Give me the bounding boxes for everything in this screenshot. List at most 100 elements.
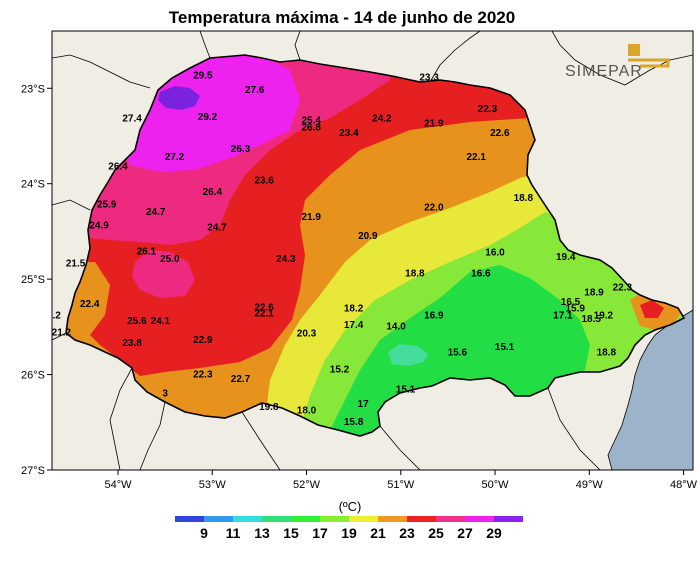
zone-red-coast bbox=[640, 300, 664, 318]
station-value: 18.2 bbox=[344, 304, 364, 315]
station-value: 16.9 bbox=[424, 310, 444, 321]
station-value: 18.8 bbox=[514, 193, 534, 204]
station-value: 25.0 bbox=[160, 254, 180, 265]
station-value: 21.9 bbox=[301, 212, 321, 223]
station-value: 20.3 bbox=[297, 328, 317, 339]
station-value: 15.6 bbox=[448, 348, 468, 359]
station-value: 19.2 bbox=[594, 310, 614, 321]
station-value: 22.9 bbox=[193, 335, 213, 346]
station-value: 29.2 bbox=[198, 112, 218, 123]
legend-label: 25 bbox=[428, 525, 444, 541]
map-frame bbox=[51, 30, 694, 471]
lon-label: 49°W bbox=[576, 479, 604, 491]
logo-text: SIMEPAR bbox=[565, 63, 643, 80]
station-value: 15.8 bbox=[344, 417, 364, 428]
legend-label: 19 bbox=[341, 525, 357, 541]
station-value: 24.7 bbox=[146, 207, 166, 218]
station-value: 22.3 bbox=[193, 369, 213, 380]
station-value: 18.5 bbox=[581, 314, 601, 325]
station-value: 18.9 bbox=[584, 287, 604, 298]
lat-label: 27°S bbox=[21, 465, 45, 477]
station-value: 27.4 bbox=[122, 114, 142, 125]
legend-colorbar bbox=[175, 516, 523, 522]
station-value: 15.9 bbox=[565, 304, 585, 315]
legend-label: 11 bbox=[226, 525, 241, 541]
legend-swatch bbox=[349, 516, 378, 522]
station-value: 18.0 bbox=[297, 406, 317, 417]
station-value: 19.8 bbox=[259, 402, 279, 413]
zone-cyan bbox=[388, 344, 428, 366]
station-value: 22.4 bbox=[80, 299, 100, 310]
station-value: 22.3 bbox=[478, 104, 498, 115]
latitude-labels: 23°S 24°S 25°S 26°S 27°S bbox=[21, 83, 45, 477]
legend-label: 17 bbox=[312, 525, 328, 541]
lat-label: 23°S bbox=[21, 83, 45, 95]
lon-label: 51°W bbox=[387, 479, 415, 491]
station-value: 23.8 bbox=[122, 338, 142, 349]
station-value: 24.7 bbox=[207, 223, 227, 234]
station-value: 24.2 bbox=[372, 114, 392, 125]
legend-swatch bbox=[407, 516, 436, 522]
station-value: 3 bbox=[162, 389, 168, 400]
lon-label: 50°W bbox=[482, 479, 510, 491]
station-value: 23.3 bbox=[419, 73, 439, 84]
station-value: 25.4 bbox=[301, 116, 321, 127]
station-value: 15.1 bbox=[396, 385, 416, 396]
zone-green bbox=[330, 265, 650, 436]
station-value: 21.9 bbox=[424, 118, 444, 129]
station-value: 26.4 bbox=[108, 161, 128, 172]
lat-label: 24°S bbox=[21, 179, 45, 191]
station-value: 29.5 bbox=[193, 71, 213, 82]
station-value: 15.2 bbox=[330, 365, 350, 376]
lon-label: 54°W bbox=[104, 479, 132, 491]
station-value: 14.0 bbox=[386, 322, 406, 333]
station-value: 15.1 bbox=[495, 342, 515, 353]
station-value: 22.1 bbox=[254, 308, 274, 319]
station-value: 17 bbox=[358, 399, 370, 410]
lon-label: 52°W bbox=[293, 479, 321, 491]
legend-label: 27 bbox=[457, 525, 473, 541]
station-value: 26.8 bbox=[301, 122, 321, 133]
station-value: 25.6 bbox=[127, 316, 147, 327]
station-value: 26.4 bbox=[203, 187, 223, 198]
station-labels: 29.5 27.6 27.4 29.2 25.426.8 24.2 23.3 22.3 21.9… bbox=[52, 71, 633, 428]
legend-swatch bbox=[262, 516, 291, 522]
zone-pink-blob bbox=[132, 250, 195, 298]
legend-swatch bbox=[175, 516, 204, 522]
station-value: 16.5 bbox=[561, 297, 581, 308]
legend-label: 21 bbox=[370, 525, 386, 541]
lat-label: 25°S bbox=[21, 274, 45, 286]
station-value: 23.4 bbox=[339, 128, 359, 139]
station-value: 17.1 bbox=[553, 310, 573, 321]
station-value: 22.1 bbox=[466, 152, 486, 163]
station-value: 21.5 bbox=[66, 259, 86, 270]
logo-mark-line bbox=[628, 58, 670, 68]
station-value: 17.4 bbox=[344, 320, 364, 331]
legend-label: 23 bbox=[399, 525, 415, 541]
legend-swatch bbox=[436, 516, 465, 522]
legend-label: 15 bbox=[283, 525, 299, 541]
legend-swatch bbox=[378, 516, 407, 522]
zone-purple bbox=[158, 86, 200, 110]
station-value: 27.2 bbox=[165, 152, 185, 163]
logo-mark-block bbox=[628, 44, 640, 56]
legend-swatch bbox=[494, 516, 523, 522]
station-value: 25.9 bbox=[97, 200, 117, 211]
legend-swatch bbox=[291, 516, 320, 522]
station-value: 18.8 bbox=[597, 348, 617, 359]
legend-swatch bbox=[233, 516, 262, 522]
legend-swatch bbox=[320, 516, 349, 522]
lon-label: 48°W bbox=[670, 479, 698, 491]
station-value: 22.6 bbox=[490, 128, 510, 139]
station-value: 22.7 bbox=[231, 374, 251, 385]
station-value: 24.1 bbox=[151, 316, 171, 327]
station-value: .2 bbox=[53, 310, 62, 321]
station-value: 19.4 bbox=[556, 252, 576, 263]
legend-swatch bbox=[465, 516, 494, 522]
station-value: 22.6 bbox=[254, 303, 274, 314]
station-value: 22.3 bbox=[613, 283, 633, 294]
station-value: 20.9 bbox=[358, 231, 378, 242]
legend-unit: (ºC) bbox=[339, 499, 362, 514]
